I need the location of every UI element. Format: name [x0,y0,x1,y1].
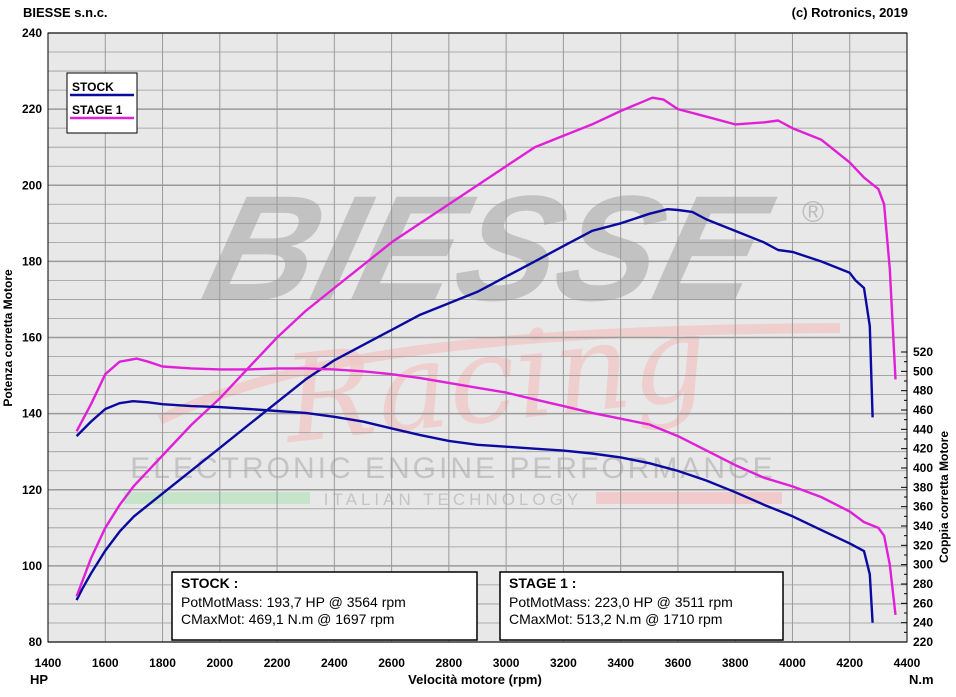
summary-box-stock: STOCK : PotMotMass: 193,7 HP @ 3564 rpm … [171,571,478,641]
watermark-red-bar [596,492,782,504]
summary-stock-torque: CMaxMot: 469,1 N.m @ 1697 rpm [181,611,394,627]
y-axis-left-ticks: 80 100 120 140 160 180 200 220 240 [22,26,42,649]
x-tick-label: 4200 [836,656,863,670]
y-right-tick-label: 360 [913,500,933,514]
summary-stock-power: PotMotMass: 193,7 HP @ 3564 rpm [181,594,406,610]
series-line-stage1-power [75,96,897,597]
series-line-stock-power [75,207,874,601]
y-right-tick-label: 420 [913,442,933,456]
plot-frame [47,32,908,643]
y-left-tick-label: 80 [29,635,43,649]
y-left-tick-label: 160 [22,331,42,345]
x-tick-label: 4000 [779,656,806,670]
x-unit-right: N.m [909,672,934,687]
watermark-brand: BIESSE [190,165,786,332]
y-right-tick-label: 500 [913,364,933,378]
x-tick-label: 2000 [206,656,233,670]
watermark-green-bar [124,492,310,504]
x-tick-label: 1600 [92,656,119,670]
x-tick-label: 3800 [722,656,749,670]
y-right-tick-label: 260 [913,596,933,610]
x-tick-label: 4400 [894,656,921,670]
y-right-tick-label: 340 [913,519,933,533]
y-left-tick-label: 180 [22,254,42,268]
y-right-tick-label: 300 [913,558,933,572]
y-right-tick-label: 320 [913,538,933,552]
summary-stock-title: STOCK : [181,575,238,591]
x-tick-label: 2600 [378,656,405,670]
x-tick-label: 1800 [149,656,176,670]
summary-box-stage1: STAGE 1 : PotMotMass: 223,0 HP @ 3511 rp… [499,571,784,641]
header-right: (c) Rotronics, 2019 [791,5,908,20]
summary-stage1-title: STAGE 1 : [509,575,576,591]
y-axis-left-label: Potenza corretta Motore [1,269,15,407]
y-right-tick-label: 400 [913,461,933,475]
y-left-tick-label: 100 [22,559,42,573]
x-tick-label: 3400 [607,656,634,670]
summary-stage1-power: PotMotMass: 223,0 HP @ 3511 rpm [509,594,733,610]
x-tick-label: 2400 [321,656,348,670]
x-axis-label: Velocità motore (rpm) [408,672,542,687]
x-tick-label: 3200 [550,656,577,670]
y-axis-right-label: Coppia corretta Motore [937,431,951,563]
series-group [75,96,897,623]
y-left-tick-label: 240 [22,26,42,40]
legend-item-stock: STOCK [72,80,114,94]
y-right-tick-label: 240 [913,616,933,630]
y-left-tick-label: 120 [22,483,42,497]
legend-box [66,72,138,134]
y-left-tick-label: 200 [22,178,42,192]
watermark-registered: ® [802,196,824,229]
legend-item-stage1: STAGE 1 [72,103,123,117]
y-left-tick-label: 220 [22,102,42,116]
x-axis-ticks: 1400 1600 1800 2000 2200 2400 2600 2800 3000 3200… [35,656,921,670]
x-tick-label: 3600 [665,656,692,670]
y-right-tick-label: 380 [913,480,933,494]
watermark-line2: ITALIAN TECHNOLOGY [324,490,582,509]
x-tick-label: 2200 [264,656,291,670]
y-right-tick-label: 480 [913,384,933,398]
x-tick-label: 2800 [436,656,463,670]
x-tick-label: 3000 [493,656,520,670]
y-right-tick-label: 520 [913,345,933,359]
header-left: BIESSE s.n.c. [23,5,108,20]
x-unit-left: HP [30,672,48,687]
series-line-stock-torque [75,400,874,623]
y-right-tick-label: 440 [913,422,933,436]
y-left-tick-label: 140 [22,407,42,421]
legend: STOCK STAGE 1 [66,72,138,134]
summary-stage1-torque: CMaxMot: 513,2 N.m @ 1710 rpm [509,611,722,627]
y-right-tick-label: 280 [913,577,933,591]
right-axis: 220 240 260 280 300 320 340 360 380 400 420 440 460 4… [901,345,933,649]
series-line-stage1-torque [75,357,897,616]
x-tick-label: 1400 [35,656,62,670]
y-right-tick-label: 460 [913,403,933,417]
y-right-tick-label: 220 [913,635,933,649]
watermark-line1: ELECTRONIC ENGINE PERFORMANCE [130,452,775,485]
